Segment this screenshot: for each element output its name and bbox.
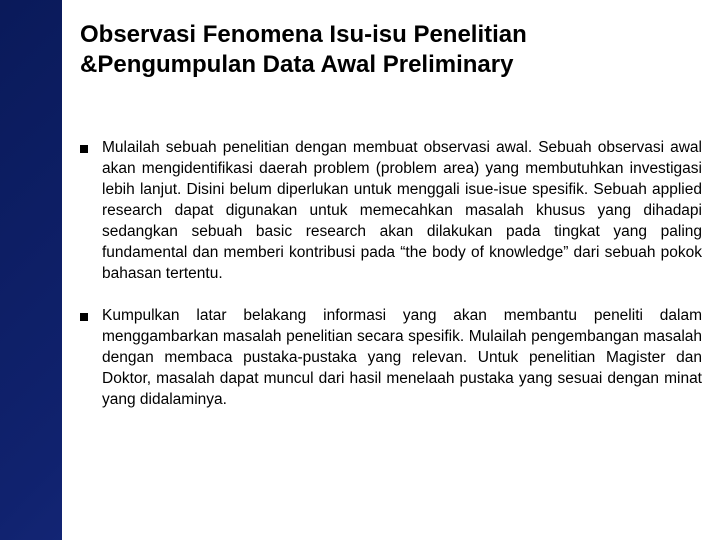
- slide-background: Observasi Fenomena Isu-isu Penelitian &P…: [0, 0, 720, 540]
- square-bullet-icon: [80, 145, 88, 153]
- slide-title: Observasi Fenomena Isu-isu Penelitian &P…: [80, 20, 680, 80]
- list-item: Kumpulkan latar belakang informasi yang …: [80, 306, 702, 411]
- list-item: Mulailah sebuah penelitian dengan membua…: [80, 138, 702, 284]
- square-bullet-icon: [80, 313, 88, 321]
- bullet-text: Mulailah sebuah penelitian dengan membua…: [102, 138, 702, 284]
- content-panel: Observasi Fenomena Isu-isu Penelitian &P…: [62, 0, 720, 540]
- bullet-text: Kumpulkan latar belakang informasi yang …: [102, 306, 702, 411]
- bullet-list: Mulailah sebuah penelitian dengan membua…: [80, 138, 702, 433]
